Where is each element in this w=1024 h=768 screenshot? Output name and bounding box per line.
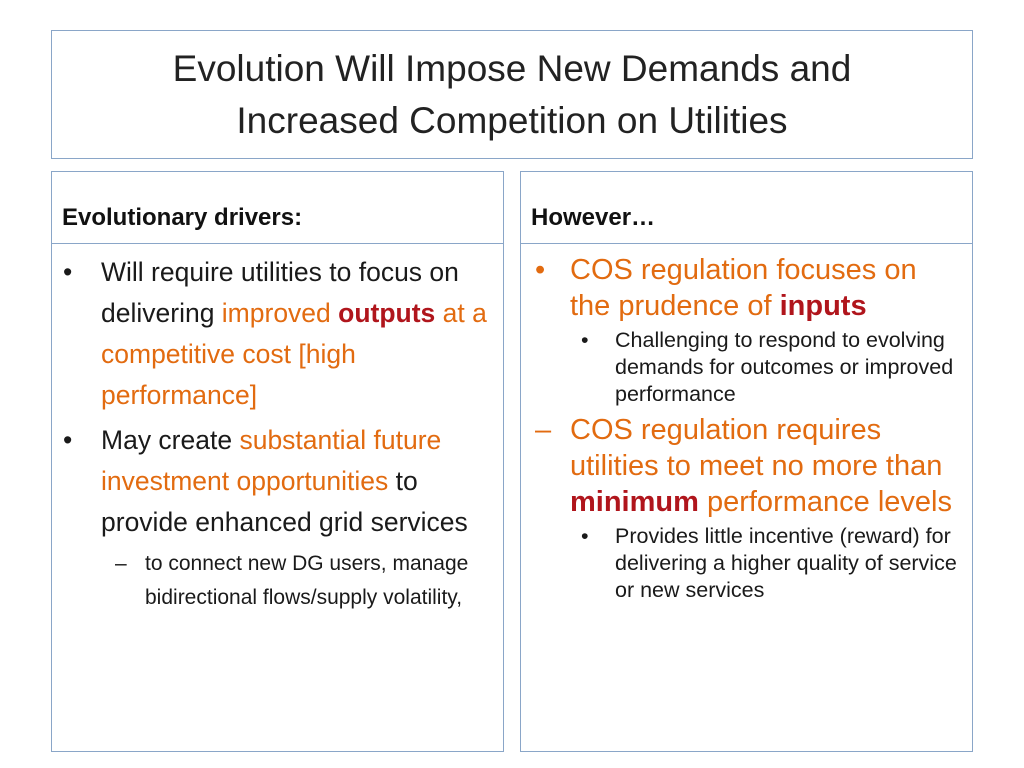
right-bullet-2-text-tail: performance levels: [698, 486, 952, 518]
left-bullet-2: • May create substantial future investme…: [60, 420, 495, 543]
right-panel-header: However…: [521, 172, 972, 244]
left-panel-body: • Will require utilities to focus on del…: [52, 244, 503, 615]
slide-title-line1: Evolution Will Impose New Demands and: [172, 47, 852, 89]
left-bullet-1-highlight-tail: at a competitive cost [high performance]: [101, 298, 487, 410]
left-bullet-1-highlight: improved: [221, 298, 339, 328]
bullet-marker: •: [63, 425, 73, 455]
left-bullet-1-emphasis: outputs: [338, 298, 436, 328]
right-sub-bullet-1-text: Challenging to respond to evolving deman…: [615, 328, 954, 406]
right-sub-bullet-2: • Provides little incentive (reward) for…: [529, 523, 964, 604]
right-panel-heading: However…: [531, 203, 656, 231]
left-panel-header: Evolutionary drivers:: [52, 172, 503, 244]
right-bullet-1: • COS regulation focuses on the prudence…: [529, 252, 964, 324]
left-panel-heading: Evolutionary drivers:: [62, 203, 303, 231]
title-box: Evolution Will Impose New Demands and In…: [51, 30, 973, 159]
right-sub-bullet-1: • Challenging to respond to evolving dem…: [529, 327, 964, 408]
slide-title-line2: Increased Competition on Utilities: [236, 99, 788, 141]
dash-marker: –: [115, 552, 127, 575]
bullet-marker: •: [63, 257, 73, 287]
left-sub-bullet-1: – to connect new DG users, manage bidire…: [60, 547, 495, 615]
left-bullet-2-text: May create: [101, 425, 240, 455]
right-panel: However… • COS regulation focuses on the…: [520, 171, 973, 752]
right-bullet-2: – COS regulation requires utilities to m…: [529, 412, 964, 520]
left-sub-bullet-1-text: to connect new DG users, manage bidirect…: [145, 552, 469, 609]
slide-title: Evolution Will Impose New Demands and In…: [173, 43, 852, 147]
right-bullet-1-emphasis: inputs: [779, 290, 867, 322]
right-bullet-1-text: COS regulation focuses on the prudence o…: [570, 254, 917, 322]
left-bullet-2-highlight: substantial future investment opportunit…: [101, 425, 442, 496]
right-panel-body: • COS regulation focuses on the prudence…: [521, 244, 972, 604]
bullet-marker: •: [581, 524, 589, 548]
left-panel: Evolutionary drivers: • Will require uti…: [51, 171, 504, 752]
right-sub-bullet-2-text: Provides little incentive (reward) for d…: [615, 524, 957, 602]
right-bullet-2-emphasis: minimum: [570, 486, 699, 518]
left-bullet-1-text: Will require utilities to focus on deliv…: [101, 257, 459, 328]
bullet-marker: •: [581, 328, 589, 352]
bullet-marker: •: [535, 254, 546, 286]
dash-marker: –: [535, 414, 552, 446]
left-bullet-1: • Will require utilities to focus on del…: [60, 252, 495, 416]
right-bullet-2-text: COS regulation requires utilities to mee…: [570, 414, 943, 482]
left-bullet-2-text-tail: to provide enhanced grid services: [101, 466, 468, 537]
